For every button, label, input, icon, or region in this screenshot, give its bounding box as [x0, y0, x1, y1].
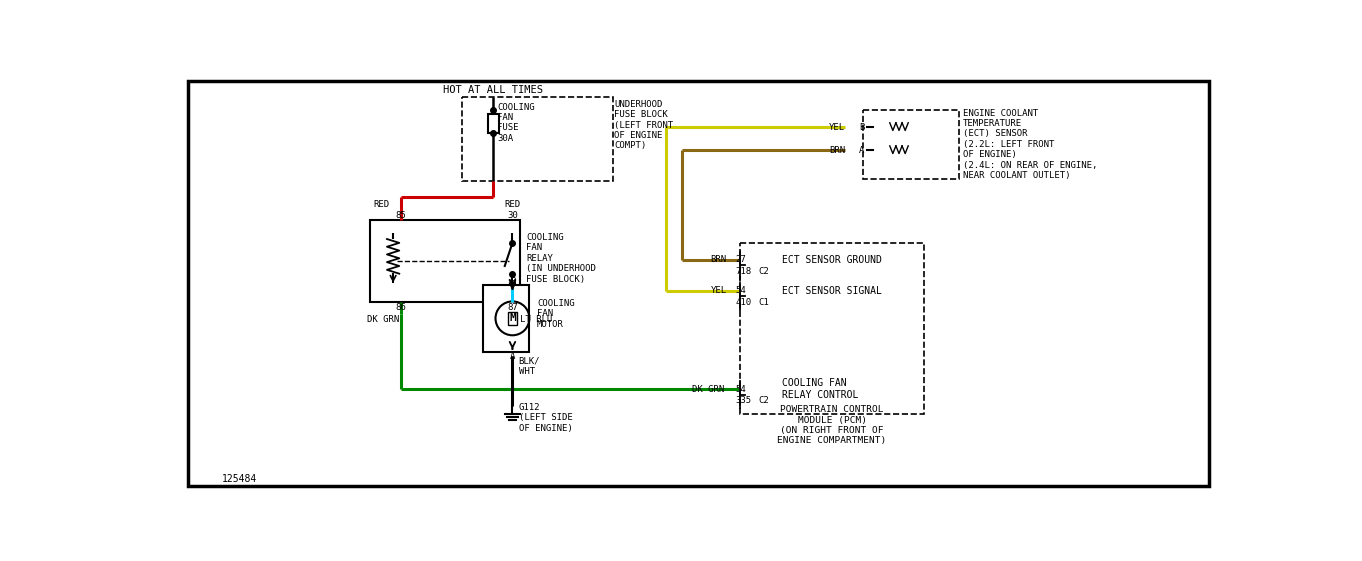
Text: C2: C2	[759, 396, 770, 405]
Text: ENGINE COOLANT
TEMPERATURE
(ECT) SENSOR
(2.2L: LEFT FRONT
OF ENGINE)
(2.4L: ON R: ENGINE COOLANT TEMPERATURE (ECT) SENSOR …	[963, 109, 1098, 180]
Text: POWERTRAIN CONTROL
MODULE (PCM)
(ON RIGHT FRONT OF
ENGINE COMPARTMENT): POWERTRAIN CONTROL MODULE (PCM) (ON RIGH…	[778, 405, 887, 445]
Text: DK GRN: DK GRN	[366, 315, 399, 324]
Text: M: M	[509, 314, 516, 323]
Text: 87: 87	[507, 303, 518, 312]
Text: 54: 54	[735, 385, 746, 394]
Text: HOT AT ALL TIMES: HOT AT ALL TIMES	[443, 85, 543, 95]
Text: BRN: BRN	[711, 255, 726, 264]
Text: YEL: YEL	[829, 123, 844, 132]
Bar	[484, 285, 530, 352]
Text: G112
(LEFT SIDE
OF ENGINE): G112 (LEFT SIDE OF ENGINE)	[519, 403, 572, 433]
Text: UNDERHOOD
FUSE BLOCK
(LEFT FRONT
OF ENGINE
COMPT): UNDERHOOD FUSE BLOCK (LEFT FRONT OF ENGI…	[614, 100, 673, 150]
Text: 718: 718	[735, 267, 752, 276]
Text: COOLING
FAN
MOTOR: COOLING FAN MOTOR	[537, 299, 575, 329]
Text: BLK/
WHT: BLK/ WHT	[519, 356, 541, 376]
Text: A: A	[509, 352, 515, 361]
Text: 85: 85	[395, 211, 406, 220]
Text: 30: 30	[507, 211, 518, 220]
Text: BRN: BRN	[829, 146, 844, 155]
Text: C2: C2	[759, 267, 770, 276]
Text: LT BLU: LT BLU	[520, 315, 553, 324]
Text: RED: RED	[505, 200, 520, 209]
Text: 335: 335	[735, 396, 752, 405]
Text: COOLING FAN
RELAY CONTROL: COOLING FAN RELAY CONTROL	[782, 378, 858, 400]
Text: YEL: YEL	[711, 286, 726, 295]
Text: COOLING
FAN
RELAY
(IN UNDERHOOD
FUSE BLOCK): COOLING FAN RELAY (IN UNDERHOOD FUSE BLO…	[526, 233, 597, 283]
Text: A: A	[859, 146, 865, 155]
Text: B: B	[509, 277, 515, 286]
Text: 125484: 125484	[222, 474, 256, 484]
Text: C1: C1	[759, 298, 770, 307]
Text: 410: 410	[735, 298, 752, 307]
Text: ECT SENSOR SIGNAL: ECT SENSOR SIGNAL	[782, 286, 881, 296]
Text: RED: RED	[373, 200, 390, 209]
Text: 86: 86	[395, 303, 406, 312]
Text: 27: 27	[735, 255, 746, 264]
Text: B: B	[859, 123, 865, 132]
Bar	[488, 113, 498, 133]
Bar	[508, 312, 518, 324]
Text: ECT SENSOR GROUND: ECT SENSOR GROUND	[782, 255, 881, 265]
Text: 54: 54	[735, 286, 746, 295]
Text: COOLING
FAN
FUSE
30A: COOLING FAN FUSE 30A	[497, 103, 535, 143]
Text: DK GRN: DK GRN	[692, 385, 725, 394]
Bar	[370, 220, 520, 302]
